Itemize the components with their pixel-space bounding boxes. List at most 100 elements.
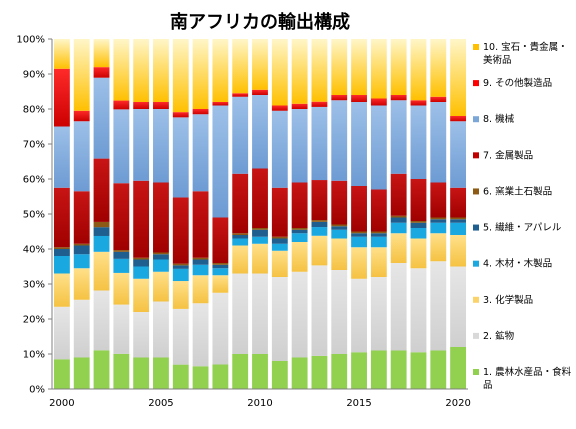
- legend-label-line: 10. 宝石・貴金属・: [483, 41, 568, 53]
- bar-segment-2014-series-9: [331, 95, 348, 101]
- bar-segment-2013-series-6: [311, 220, 328, 222]
- legend-label: 6. 窯業土石製品: [483, 185, 552, 197]
- bar-segment-2001-series-6: [73, 243, 90, 246]
- bar-segment-2011-series-6: [271, 236, 288, 239]
- bar-segment-2000-series-1: [53, 359, 70, 389]
- bar-segment-2003-series-4: [113, 258, 130, 273]
- bar-segment-2002-series-6: [93, 221, 110, 228]
- legend-label-line: 7. 金属製品: [483, 149, 533, 161]
- y-tick-label: 30%: [23, 280, 45, 291]
- bar-segment-2016-series-2: [370, 277, 387, 351]
- bar-segment-2000-series-10: [53, 39, 70, 69]
- bar-segment-2013-series-8: [311, 106, 328, 181]
- y-tick-label: 10%: [23, 350, 45, 361]
- legend-label-line: 2. 鉱物: [483, 330, 515, 342]
- bar-segment-2011-series-5: [271, 238, 288, 244]
- bar-segment-2011-series-3: [271, 250, 288, 277]
- bar-segment-2002-series-7: [93, 158, 110, 222]
- bar-segment-2010-series-3: [252, 243, 268, 274]
- bar-segment-2017-series-5: [390, 217, 407, 223]
- bar-segment-2009-series-1: [232, 354, 249, 389]
- y-tick-label: 0%: [29, 385, 45, 396]
- bar-segment-2016-series-10: [370, 39, 387, 99]
- bar-segment-2012-series-1: [291, 357, 308, 389]
- y-tick-label: 100%: [16, 35, 45, 46]
- bar-segment-2015-series-8: [351, 102, 367, 186]
- bar-segment-2004-series-4: [133, 266, 150, 279]
- bar-segment-2018-series-2: [410, 268, 427, 353]
- legend-label-line: 8. 機械: [483, 113, 515, 125]
- bar-segment-2010-series-9: [252, 89, 268, 95]
- legend-label-line: 6. 窯業土石製品: [483, 185, 552, 197]
- bar-segment-2002-series-9: [93, 67, 110, 78]
- bar-segment-2015-series-6: [351, 231, 367, 234]
- bar-segment-2019-series-6: [430, 217, 447, 220]
- bar-segment-2006-series-6: [172, 263, 189, 266]
- bar-segment-2002-series-8: [93, 77, 110, 159]
- bar-segment-2002-series-10: [93, 39, 110, 68]
- bar-segment-2009-series-9: [232, 93, 249, 97]
- y-axis: 0% 10% 20% 30% 40% 50% 60% 70% 80% 90% 100%: [16, 35, 53, 396]
- x-axis: 2000 2005 2010 2015 2020: [49, 388, 471, 409]
- bar-segment-2017-series-9: [390, 95, 407, 101]
- bar-segment-2012-series-3: [291, 242, 308, 272]
- bar-segment-2018-series-10: [410, 39, 427, 101]
- bar-segment-2019-series-4: [430, 222, 447, 234]
- bar-segment-2008-series-8: [212, 105, 229, 218]
- bar-segment-2001-series-7: [73, 191, 90, 244]
- bar-segment-2005-series-9: [153, 102, 169, 109]
- x-tick-label: 2010: [247, 398, 272, 409]
- legend-label: 5. 繊維・アパレル: [483, 222, 562, 234]
- bar-segment-2011-series-8: [271, 110, 288, 188]
- bar-segment-2003-series-10: [113, 39, 130, 101]
- bar-segment-2006-series-4: [172, 268, 189, 282]
- bar-segment-2003-series-3: [113, 272, 130, 305]
- bar-segment-2010-series-10: [252, 39, 268, 90]
- bar-segment-2018-series-8: [410, 105, 427, 179]
- bar-segment-2018-series-5: [410, 222, 427, 228]
- bar-segment-2019-series-9: [430, 96, 447, 102]
- bar-segment-2006-series-5: [172, 265, 189, 269]
- bar-segment-2004-series-2: [133, 312, 150, 358]
- bar-segment-2015-series-2: [351, 278, 367, 353]
- bar-segment-2001-series-9: [73, 110, 90, 122]
- bar-segment-2005-series-4: [153, 259, 169, 272]
- legend-label-line: 美術品: [483, 54, 512, 66]
- legend-swatch: [473, 152, 479, 159]
- bar-segment-2007-series-4: [192, 264, 209, 276]
- bar-segment-2011-series-10: [271, 39, 288, 106]
- bar-segment-2001-series-2: [73, 299, 90, 358]
- bar-segment-2016-series-9: [370, 98, 387, 106]
- bar-segment-2009-series-2: [232, 273, 249, 354]
- bar-segment-2004-series-8: [133, 109, 150, 181]
- bar-segment-2008-series-2: [212, 292, 229, 365]
- bar-segment-2015-series-7: [351, 186, 367, 232]
- bar-segment-2007-series-10: [192, 39, 209, 109]
- bar-segment-2012-series-9: [291, 103, 308, 109]
- y-tick-label: 70%: [23, 140, 45, 151]
- bar-segment-2018-series-9: [410, 100, 427, 106]
- bar-segment-2000-series-6: [53, 247, 70, 249]
- legend: 10. 宝石・貴金属・美術品 9. その他製造品 8. 機械 7. 金属製品 6. 窯業…: [473, 41, 572, 391]
- bar-segment-2003-series-2: [113, 304, 130, 354]
- chart-title: 南アフリカの輸出構成: [170, 11, 350, 33]
- bar-segment-2000-series-3: [53, 273, 70, 307]
- bar-segment-2000-series-2: [53, 306, 70, 360]
- bar-segment-2016-series-3: [370, 247, 387, 277]
- bar-segment-2003-series-9: [113, 100, 130, 110]
- bar-segment-2013-series-10: [311, 39, 328, 102]
- bar-segment-2018-series-7: [410, 179, 427, 221]
- bar-segment-2020-series-10: [450, 39, 467, 116]
- y-tick-label: 90%: [23, 70, 45, 81]
- bar-segment-2002-series-2: [93, 290, 110, 351]
- bar-segment-2007-series-5: [192, 259, 209, 265]
- legend-swatch: [473, 80, 479, 87]
- bar-segment-2000-series-7: [53, 187, 70, 248]
- bar-segment-2003-series-8: [113, 109, 130, 184]
- bar-segment-2002-series-1: [93, 350, 110, 389]
- bar-segment-2013-series-2: [311, 265, 328, 356]
- bar-segment-2017-series-1: [390, 350, 407, 389]
- legend-swatch: [473, 224, 479, 231]
- y-tick-label: 40%: [23, 245, 45, 256]
